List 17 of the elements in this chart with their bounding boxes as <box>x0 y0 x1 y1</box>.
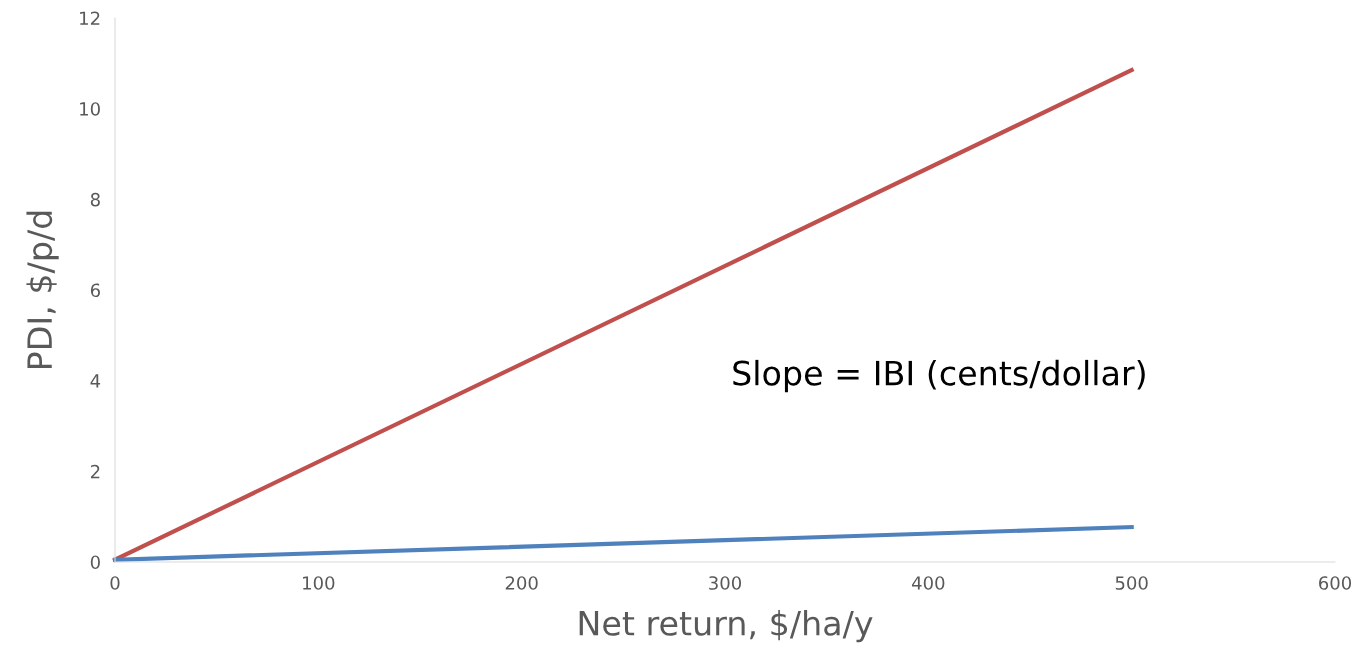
x-tick-label: 200 <box>505 576 538 590</box>
y-tick-label: 10 <box>80 102 100 116</box>
y-tick-label: 0 <box>90 555 100 570</box>
y-axis-title: PDI, $/p/d <box>26 211 59 369</box>
x-tick-label: 600 <box>1319 576 1352 590</box>
y-tick-label: 6 <box>90 283 100 298</box>
x-axis-title: Net return, $/ha/y <box>579 610 873 643</box>
x-tick-label: 0 <box>110 576 120 590</box>
x-tick-label: 500 <box>1115 576 1148 590</box>
y-tick-label: 12 <box>80 11 100 25</box>
x-tick-label: 300 <box>709 576 742 590</box>
y-tick-label: 2 <box>90 464 100 479</box>
x-tick-label: 400 <box>911 576 945 590</box>
y-tick-label: 8 <box>90 192 100 207</box>
x-tick-label: 100 <box>303 576 335 590</box>
annotation: Slope = IBI (cents/dollar) <box>733 359 1145 393</box>
y-tick-label: 4 <box>90 374 101 388</box>
